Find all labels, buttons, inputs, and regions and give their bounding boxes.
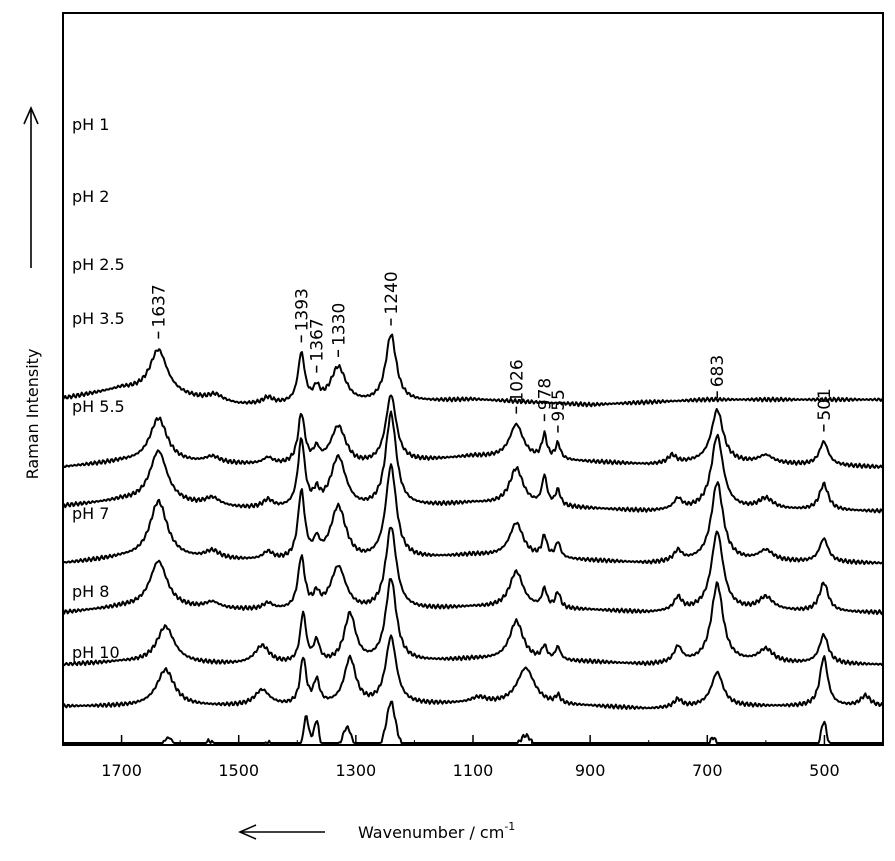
- x-axis-title: Wavenumber / cm-1: [358, 820, 515, 842]
- spectrum-line: [62, 333, 884, 408]
- peak-label: 1367: [308, 318, 328, 361]
- plot-frame: [62, 12, 884, 746]
- spectrum-line: [62, 463, 884, 566]
- x-tick-label: 1300: [335, 761, 376, 780]
- y-axis-title: Raman Intensity: [23, 349, 42, 480]
- y-axis-arrow-icon: [23, 106, 39, 268]
- spectrum-line: [62, 394, 884, 470]
- peak-label: 1240: [382, 271, 402, 314]
- peak-label: 501: [815, 388, 835, 420]
- peak-label: 683: [708, 355, 728, 387]
- series-label: pH 7: [72, 504, 109, 523]
- peak-label: 1393: [292, 288, 312, 331]
- spectrum-line: [62, 634, 884, 710]
- x-tick-label: 1700: [101, 761, 142, 780]
- peak-label: 1330: [329, 303, 349, 346]
- series-label: pH 10: [72, 643, 120, 662]
- x-axis-title-superscript: -1: [504, 820, 515, 833]
- x-tick-label: 900: [575, 761, 606, 780]
- x-axis-title-main: Wavenumber / cm: [358, 823, 504, 842]
- series-label: pH 5.5: [72, 397, 125, 416]
- peak-label: 1637: [150, 284, 170, 327]
- series-label: pH 8: [72, 582, 109, 601]
- spectrum-line: [62, 410, 884, 514]
- spectrum-line: [62, 578, 884, 667]
- series-label: pH 3.5: [72, 309, 125, 328]
- x-axis-arrow-icon: [238, 824, 325, 840]
- series-labels: pH 1 pH 2 pH 2.5 pH 3.5 pH 5.5 pH 7 pH 8 pH 10: [72, 115, 125, 662]
- series-label: pH 1: [72, 115, 109, 134]
- peak-label: 955: [549, 389, 569, 421]
- series-label: pH 2: [72, 187, 109, 206]
- x-tick-label: 1500: [218, 761, 259, 780]
- x-tick-label: 1100: [453, 761, 494, 780]
- peak-label: 978: [536, 378, 556, 410]
- spectra-group: [62, 333, 884, 744]
- x-axis-ticks: 1700 1500 1300 1100 900 700 500: [62, 735, 884, 780]
- peak-label: 1026: [507, 359, 527, 402]
- spectrum-line: [62, 526, 884, 616]
- series-label: pH 2.5: [72, 255, 125, 274]
- x-tick-label: 500: [809, 761, 840, 780]
- x-tick-label: 700: [692, 761, 723, 780]
